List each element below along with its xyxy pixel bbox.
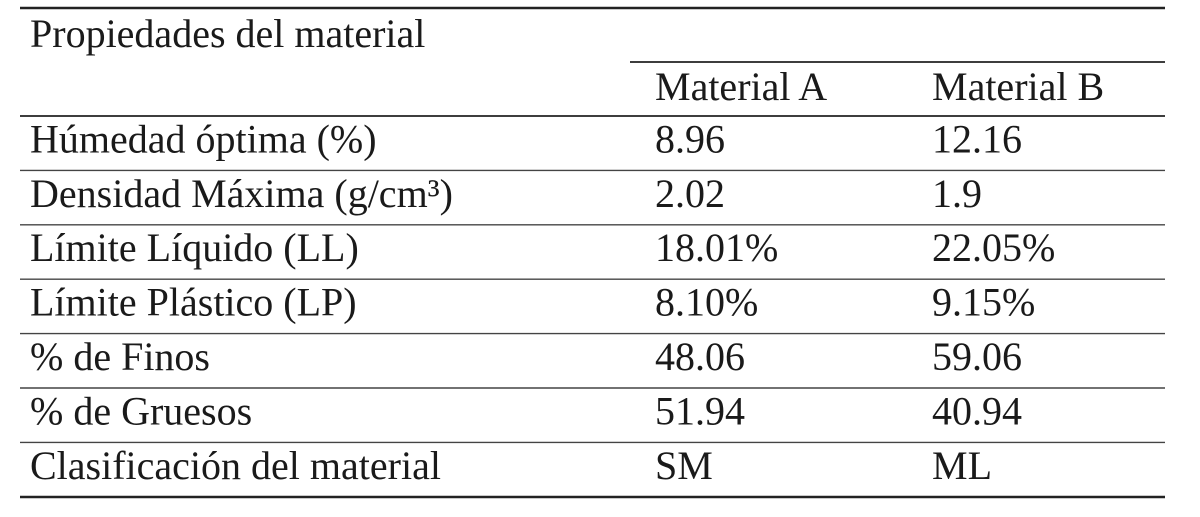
row-label: % de Gruesos	[30, 388, 252, 433]
column-header: Material A	[655, 64, 827, 109]
row-label: Densidad Máxima (g/cm³)	[30, 171, 453, 216]
cell-value: 40.94	[932, 388, 1022, 433]
cell-value: ML	[932, 443, 992, 488]
cell-value: 8.96	[655, 116, 725, 161]
cell-value: SM	[655, 443, 713, 488]
row-label: Límite Plástico (LP)	[30, 280, 357, 325]
cell-value: 22.05%	[932, 225, 1055, 270]
cell-value: 2.02	[655, 171, 725, 216]
cell-value: 18.01%	[655, 225, 778, 270]
row-label: % de Finos	[30, 334, 210, 379]
cell-value: 51.94	[655, 388, 745, 433]
cell-value: 59.06	[932, 334, 1022, 379]
column-header: Material B	[932, 64, 1104, 109]
cell-value: 48.06	[655, 334, 745, 379]
row-label: Húmedad óptima (%)	[30, 116, 377, 161]
cell-value: 9.15%	[932, 280, 1035, 325]
header-title: Propiedades del material	[30, 11, 425, 56]
row-label: Límite Líquido (LL)	[30, 225, 359, 270]
cell-value: 8.10%	[655, 280, 758, 325]
cell-value: 12.16	[932, 116, 1022, 161]
cell-value: 1.9	[932, 171, 982, 216]
row-label: Clasificación del material	[30, 443, 441, 488]
